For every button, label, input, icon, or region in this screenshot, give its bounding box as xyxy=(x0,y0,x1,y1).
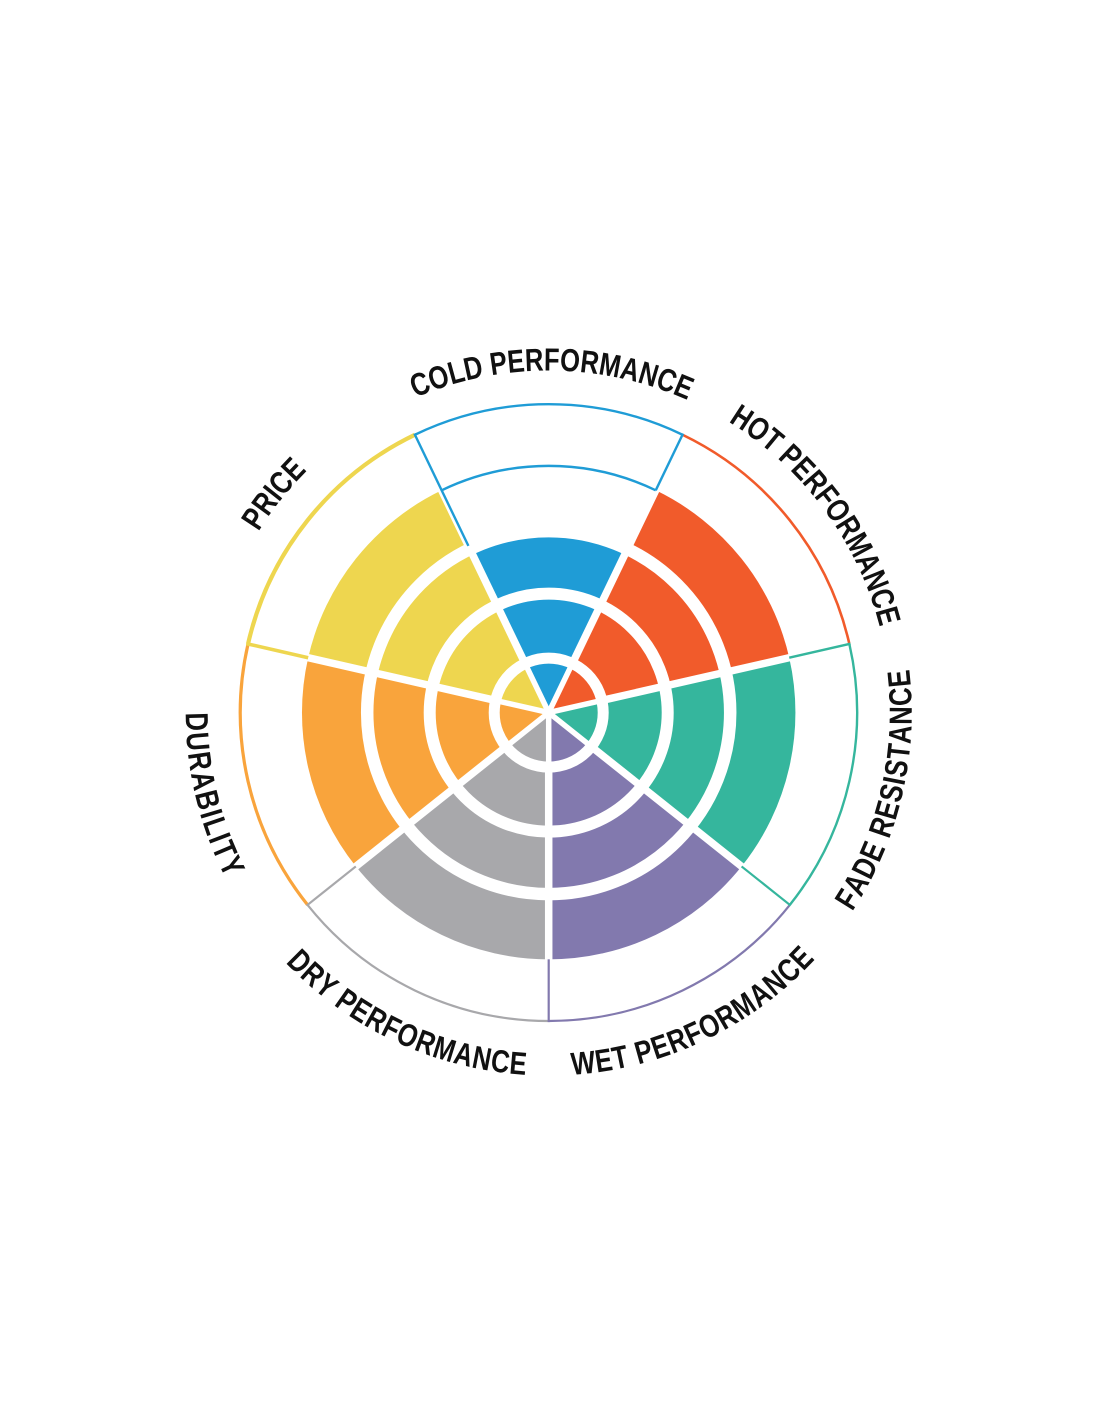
svg-text:F: F xyxy=(544,342,560,378)
svg-text:A: A xyxy=(881,724,918,745)
svg-text:R: R xyxy=(524,342,544,379)
svg-text:E: E xyxy=(506,342,526,379)
svg-text:S: S xyxy=(877,757,915,780)
svg-text:O: O xyxy=(559,342,581,379)
svg-text:U: U xyxy=(179,731,216,752)
svg-text:C: C xyxy=(489,1042,512,1080)
svg-text:R: R xyxy=(579,343,602,381)
svg-text:T: T xyxy=(609,1038,632,1076)
svg-text:W: W xyxy=(569,1044,597,1082)
svg-text:T: T xyxy=(880,742,918,762)
svg-text:E: E xyxy=(508,1045,528,1082)
svg-text:R: R xyxy=(181,749,219,772)
svg-text:E: E xyxy=(592,1041,614,1079)
svg-text:C: C xyxy=(882,687,919,707)
svg-text:N: N xyxy=(883,706,919,725)
svg-text:E: E xyxy=(880,668,917,688)
svg-text:D: D xyxy=(179,712,215,731)
svg-text:P: P xyxy=(487,344,509,382)
